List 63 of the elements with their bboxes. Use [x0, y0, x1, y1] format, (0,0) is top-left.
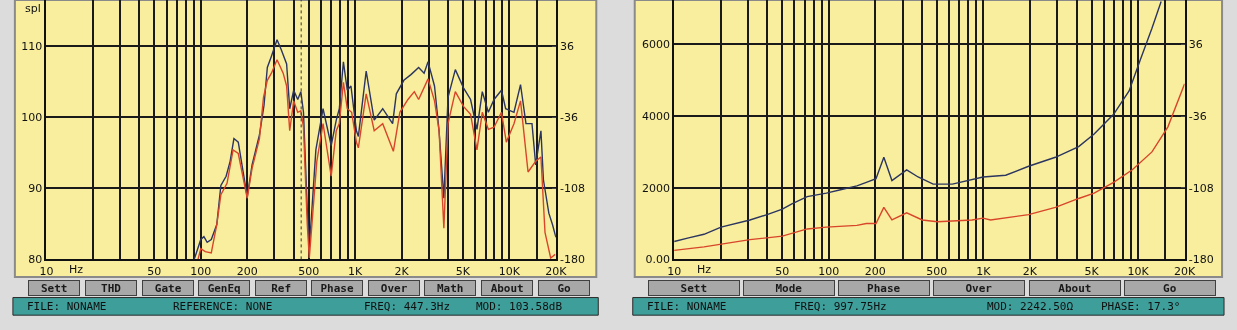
y2-tick-label: -36 — [1188, 110, 1207, 124]
text: About — [490, 281, 524, 295]
x-tick-label: 10K — [1127, 264, 1150, 278]
y-axis-title: spl — [25, 2, 41, 15]
x-tick-label: 500 — [926, 264, 948, 278]
text: Gate — [154, 281, 182, 295]
text: MOD: 103.58dB — [476, 300, 563, 313]
x-tick-label: 100 — [818, 264, 840, 278]
x-tick-label: 2K — [1022, 264, 1038, 278]
x-tick-label: 1K — [347, 264, 363, 278]
y2-tick-label: -108 — [1188, 181, 1214, 195]
text: REFERENCE: NONE — [173, 300, 273, 313]
text: Math — [436, 281, 464, 295]
y2-tick-label: 36 — [560, 39, 575, 53]
y-tick-label: 2000 — [641, 181, 670, 195]
y-tick-label: 90 — [28, 182, 43, 196]
x-tick-label: 2K — [394, 264, 410, 278]
x-tick-label: 100 — [190, 264, 212, 278]
text: Go — [557, 281, 572, 295]
y-tick-label: 6000 — [641, 38, 670, 52]
x-tick-label: 10 — [667, 264, 682, 278]
x-axis-title: Hz — [69, 263, 84, 276]
x-tick-label: 5K — [1084, 264, 1100, 278]
text: FREQ: 447.3Hz — [364, 300, 451, 313]
y-tick-label: 0.00 — [645, 253, 670, 267]
text: FREQ: 997.75Hz — [794, 300, 887, 313]
text: Go — [1163, 281, 1177, 295]
y2-tick-label: 36 — [1188, 38, 1203, 52]
x-tick-label: 10K — [498, 264, 521, 278]
text: FILE: NONAME — [647, 300, 727, 313]
text: Ref — [271, 281, 292, 295]
text: Sett — [680, 281, 708, 295]
text: Over — [965, 281, 993, 295]
text: About — [1058, 281, 1092, 295]
x-tick-label: 20K — [545, 264, 568, 278]
x-tick-label: 200 — [236, 264, 258, 278]
text: GenEq — [207, 281, 241, 295]
x-tick-label: 50 — [147, 264, 162, 278]
y-tick-label: 100 — [21, 111, 43, 125]
y-tick-label: 4000 — [641, 109, 670, 123]
x-tick-label: 200 — [864, 264, 886, 278]
text: FILE: NONAME — [27, 300, 107, 313]
y2-tick-label: -180 — [1188, 253, 1214, 267]
y2-tick-label: -180 — [560, 253, 586, 267]
y2-tick-label: -108 — [560, 182, 586, 196]
x-axis-title: Hz — [697, 263, 712, 276]
text: Over — [380, 281, 408, 295]
x-tick-label: 5K — [455, 264, 471, 278]
x-tick-label: 20K — [1174, 264, 1196, 278]
text: MOD: 2242.50Ω — [987, 300, 1074, 313]
y-tick-label: 110 — [21, 40, 43, 54]
text: Phase — [320, 281, 354, 295]
x-tick-label: 10 — [39, 264, 54, 278]
y2-tick-label: -36 — [560, 111, 579, 124]
y-tick-label: 80 — [28, 253, 43, 267]
text: Sett — [40, 281, 68, 295]
text: Phase — [867, 281, 901, 295]
text: Mode — [775, 281, 803, 295]
x-tick-label: 1K — [976, 264, 992, 278]
text: PHASE: 17.3° — [1101, 300, 1181, 313]
x-tick-label: 50 — [775, 264, 790, 278]
x-tick-label: 500 — [298, 264, 320, 278]
text: THD — [101, 281, 122, 295]
